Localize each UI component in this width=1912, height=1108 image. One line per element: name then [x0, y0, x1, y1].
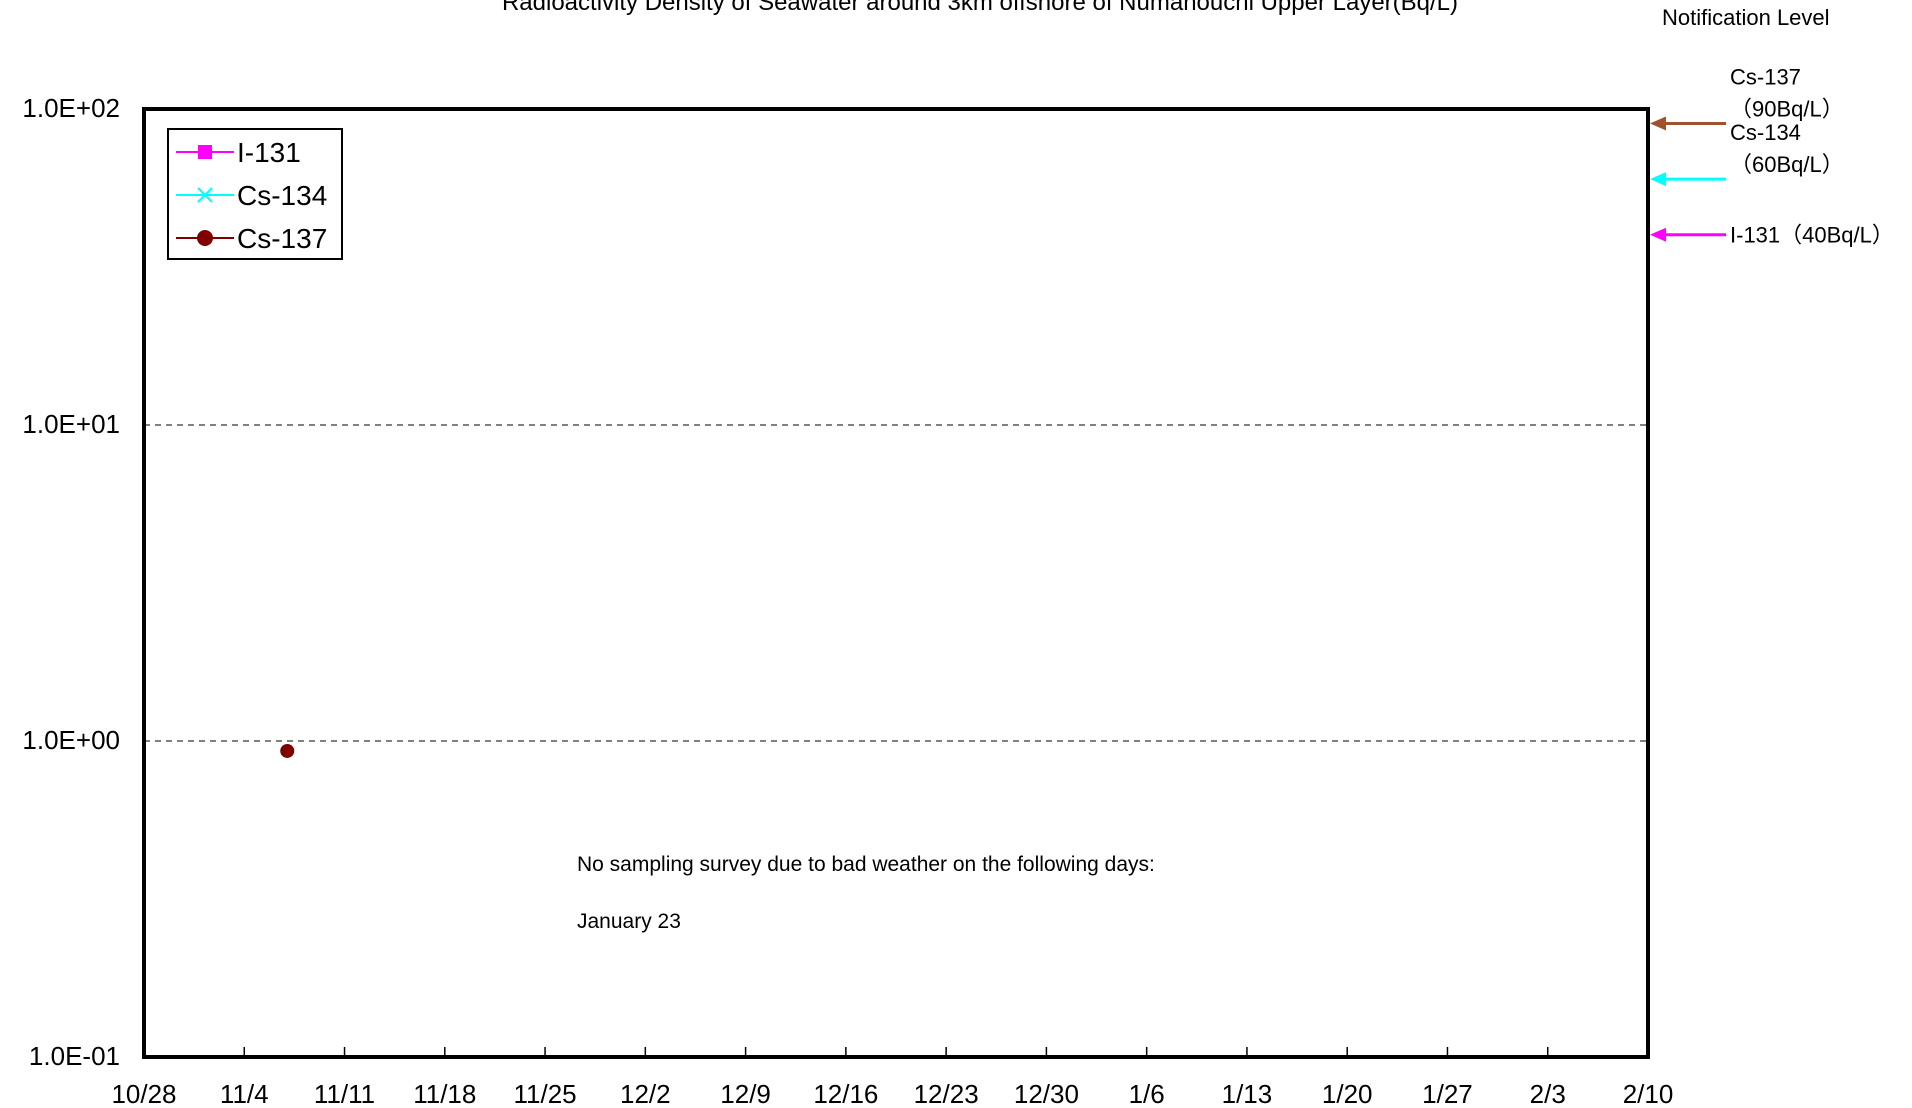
x-tick-label: 1/20	[1322, 1079, 1373, 1108]
annotation-date: January 23	[577, 910, 681, 933]
gridlines	[144, 424, 1648, 742]
legend-label: Cs-134	[237, 180, 327, 211]
legend-marker	[197, 187, 213, 203]
x-tick-label: 11/25	[513, 1079, 576, 1108]
notification-arrow-head	[1650, 172, 1666, 187]
plot-area-frame	[142, 107, 1650, 1059]
annotation-no-sampling: No sampling survey due to bad weather on…	[577, 853, 1155, 876]
x-tick-label: 12/23	[914, 1079, 979, 1108]
x-tick-label: 1/27	[1422, 1079, 1473, 1108]
chart-title: Radioactivity Density of Seawater around…	[502, 0, 1458, 16]
notification-arrow-head	[1650, 116, 1666, 131]
notification-value: （90Bq/L）	[1730, 96, 1844, 121]
notification-arrow-head	[1650, 227, 1666, 242]
y-tick-label: 1.0E-01	[29, 1041, 120, 1071]
y-tick-label: 1.0E+00	[22, 725, 120, 755]
notification-label: Cs-134	[1730, 120, 1801, 145]
y-tick-label: 1.0E+01	[22, 409, 120, 439]
x-tick-label: 12/9	[720, 1079, 771, 1108]
notification-level-markers: Cs-137 （90Bq/L）Cs-134 （60Bq/L） I-131（40Bq/L…	[1650, 64, 1894, 248]
x-tick-label: 1/6	[1129, 1079, 1165, 1108]
x-axis-ticks: 10/28 11/4 11/11 11/18 11/25 12/2 12/9 12/16 12/…	[111, 1047, 1673, 1108]
legend-marker	[198, 145, 212, 159]
legend-label: I-131	[237, 137, 301, 168]
notification-label: I-131（40Bq/L）	[1730, 223, 1894, 248]
x-tick-label: 11/18	[413, 1079, 476, 1108]
x-tick-label: 10/28	[111, 1079, 176, 1108]
x-tick-label: 2/10	[1623, 1079, 1674, 1108]
x-tick-label: 12/2	[620, 1079, 671, 1108]
legend-label: Cs-137	[237, 223, 327, 254]
notification-value: （60Bq/L）	[1730, 152, 1844, 177]
data-point	[280, 743, 295, 758]
legend: I-131 Cs-134 Cs-137	[167, 128, 343, 260]
x-tick-label: 12/30	[1014, 1079, 1079, 1108]
notification-label: Cs-137	[1730, 64, 1801, 89]
notification-level-title: Notification Level	[1662, 5, 1830, 30]
y-axis-ticks: 1.0E+02 1.0E+01 1.0E+00 1.0E-01	[22, 93, 120, 1071]
x-tick-label: 11/11	[314, 1079, 375, 1108]
x-tick-label: 11/4	[220, 1079, 269, 1108]
y-tick-label: 1.0E+02	[22, 93, 120, 123]
data-points	[280, 743, 295, 758]
x-tick-label: 12/16	[813, 1079, 878, 1108]
x-tick-label: 2/3	[1530, 1079, 1566, 1108]
legend-marker	[197, 230, 213, 246]
x-tick-label: 1/13	[1222, 1079, 1273, 1108]
